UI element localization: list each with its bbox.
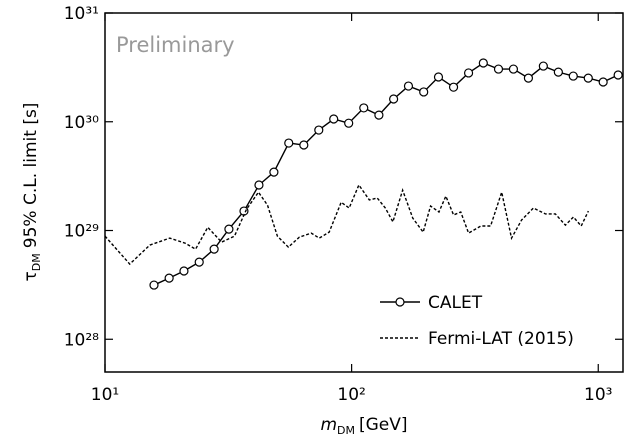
data-point — [613, 70, 623, 80]
data-point — [239, 206, 249, 216]
data-point — [209, 244, 219, 254]
y-label-text: 95% C.L. limit [s] — [21, 103, 41, 249]
data-point — [254, 180, 264, 190]
legend-marker — [395, 297, 405, 307]
data-line — [104, 183, 590, 266]
y-tick-label: 10²⁹ — [64, 222, 99, 242]
data-point — [433, 72, 444, 82]
data-point — [568, 71, 578, 81]
data-point — [553, 67, 563, 77]
legend-label: CALET — [428, 293, 483, 313]
data-point — [389, 94, 399, 104]
data-point — [463, 68, 474, 78]
x-label-symbol: m — [320, 415, 337, 435]
y-axis-label: τDM 95% C.L. limit [s] — [21, 103, 43, 282]
data-point — [224, 224, 234, 234]
y-tick-label: 10²⁸ — [64, 330, 99, 350]
data-point — [164, 273, 174, 283]
data-point — [149, 280, 159, 290]
x-label-text: [GeV] — [359, 415, 408, 435]
x-axis-label: mDM [GeV] — [320, 415, 407, 437]
x-tick-label: 10¹ — [91, 385, 119, 405]
data-point — [523, 73, 534, 83]
data-point — [598, 77, 608, 87]
y-label-subscript: DM — [30, 253, 43, 271]
y-tick-label: 10³⁰ — [64, 113, 99, 133]
data-point — [359, 103, 369, 113]
data-point — [179, 266, 189, 276]
y-label-symbol: τ — [21, 271, 41, 281]
data-point — [329, 114, 339, 124]
data-point — [269, 167, 279, 177]
data-point — [299, 140, 309, 150]
data-point — [493, 64, 504, 74]
data-point — [344, 118, 354, 128]
data-point — [538, 61, 548, 71]
data-point — [508, 64, 519, 74]
x-label-subscript: DM — [337, 424, 355, 437]
data-point — [374, 110, 384, 120]
plot-frame — [104, 12, 624, 373]
data-point — [284, 138, 294, 148]
data-line — [153, 62, 619, 286]
annotation: Preliminary — [116, 33, 235, 57]
data-point — [314, 125, 324, 135]
data-point — [448, 82, 459, 92]
y-tick-label: 10³¹ — [64, 4, 99, 24]
data-point — [419, 87, 429, 97]
data-point — [403, 81, 414, 91]
x-tick-label: 10² — [337, 385, 365, 405]
data-point — [478, 58, 488, 68]
x-tick-label: 10³ — [584, 385, 612, 405]
data-point — [194, 257, 204, 267]
data-point — [583, 73, 593, 83]
legend-label: Fermi-LAT (2015) — [428, 329, 574, 349]
